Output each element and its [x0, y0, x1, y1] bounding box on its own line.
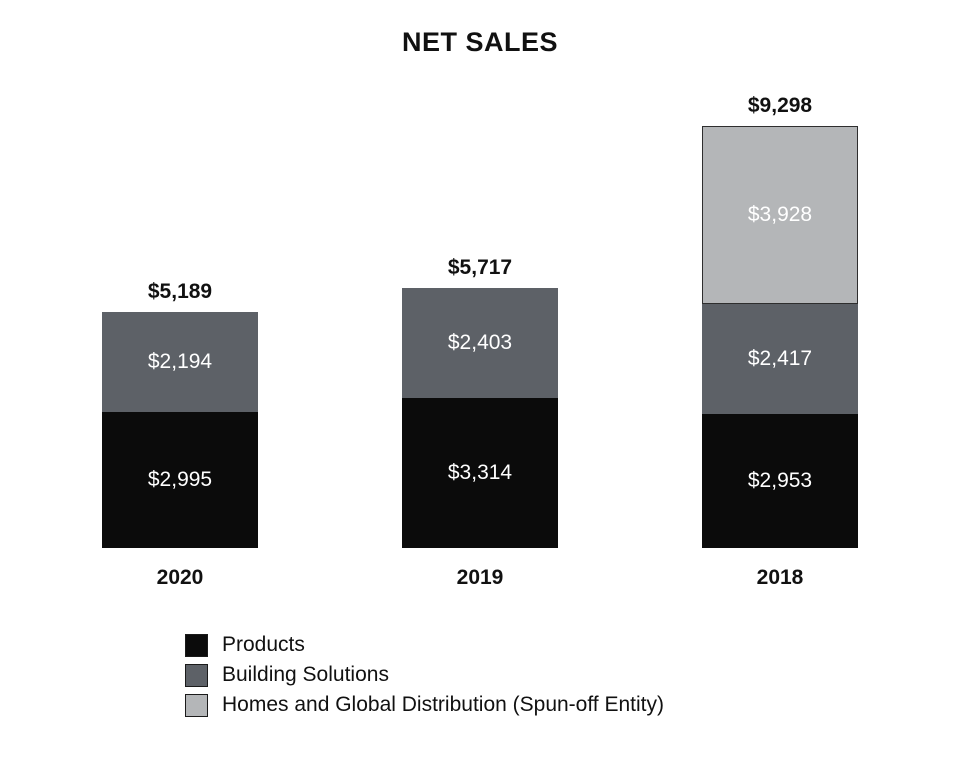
bar-segment-homes: $3,928: [702, 125, 858, 305]
legend-label: Products: [222, 633, 305, 656]
bar-segment-products: $3,314: [402, 397, 558, 548]
bar-total-label: $5,717: [447, 256, 513, 280]
legend-swatch-homes: [185, 693, 208, 717]
bar-stack: $2,953 $2,417 $3,928: [702, 125, 858, 548]
legend-item: Products: [185, 633, 664, 657]
legend-label: Homes and Global Distribution (Spun-off …: [222, 693, 664, 716]
segment-value-label: $2,194: [147, 350, 213, 374]
bar-segment-building_solutions: $2,403: [402, 288, 558, 398]
x-axis-label: 2020: [156, 566, 204, 589]
legend-item: Homes and Global Distribution (Spun-off …: [185, 693, 664, 717]
x-axis-label: 2019: [456, 566, 504, 589]
bar-group-2019: $5,717 $3,314 $2,403: [402, 0, 558, 548]
bar-stack: $3,314 $2,403: [402, 288, 558, 548]
bar-group-2020: $5,189 $2,995 $2,194: [102, 0, 258, 548]
segment-value-label: $3,928: [747, 203, 813, 227]
segment-value-label: $2,995: [147, 468, 213, 491]
plot-area: $5,189 $2,995 $2,194 $5,717 $3,314 $2,403 $9,2…: [102, 0, 858, 548]
chart-title: NET SALES: [401, 27, 559, 57]
x-axis-label: 2018: [756, 566, 804, 589]
bar-total-label: $9,298: [747, 93, 813, 117]
bar-total-label: $5,189: [147, 280, 213, 304]
segment-value-label: $2,417: [747, 347, 813, 371]
bar-segment-products: $2,995: [102, 412, 258, 548]
legend-swatch-products: [185, 633, 208, 657]
bar-stack: $2,995 $2,194: [102, 312, 258, 548]
segment-value-label: $2,403: [447, 330, 513, 354]
bar-segment-products: $2,953: [702, 413, 858, 548]
legend: Products Building Solutions Homes and Glob…: [185, 633, 664, 717]
legend-swatch-building_solutions: [185, 663, 208, 687]
segment-value-label: $2,953: [747, 468, 813, 492]
segment-value-label: $3,314: [447, 460, 513, 484]
legend-label: Building Solutions: [222, 663, 389, 686]
bar-group-2018: $9,298 $2,953 $2,417 $3,928: [702, 0, 858, 548]
legend-item: Building Solutions: [185, 663, 664, 687]
bar-segment-building_solutions: $2,194: [102, 312, 258, 412]
bar-segment-building_solutions: $2,417: [702, 304, 858, 414]
